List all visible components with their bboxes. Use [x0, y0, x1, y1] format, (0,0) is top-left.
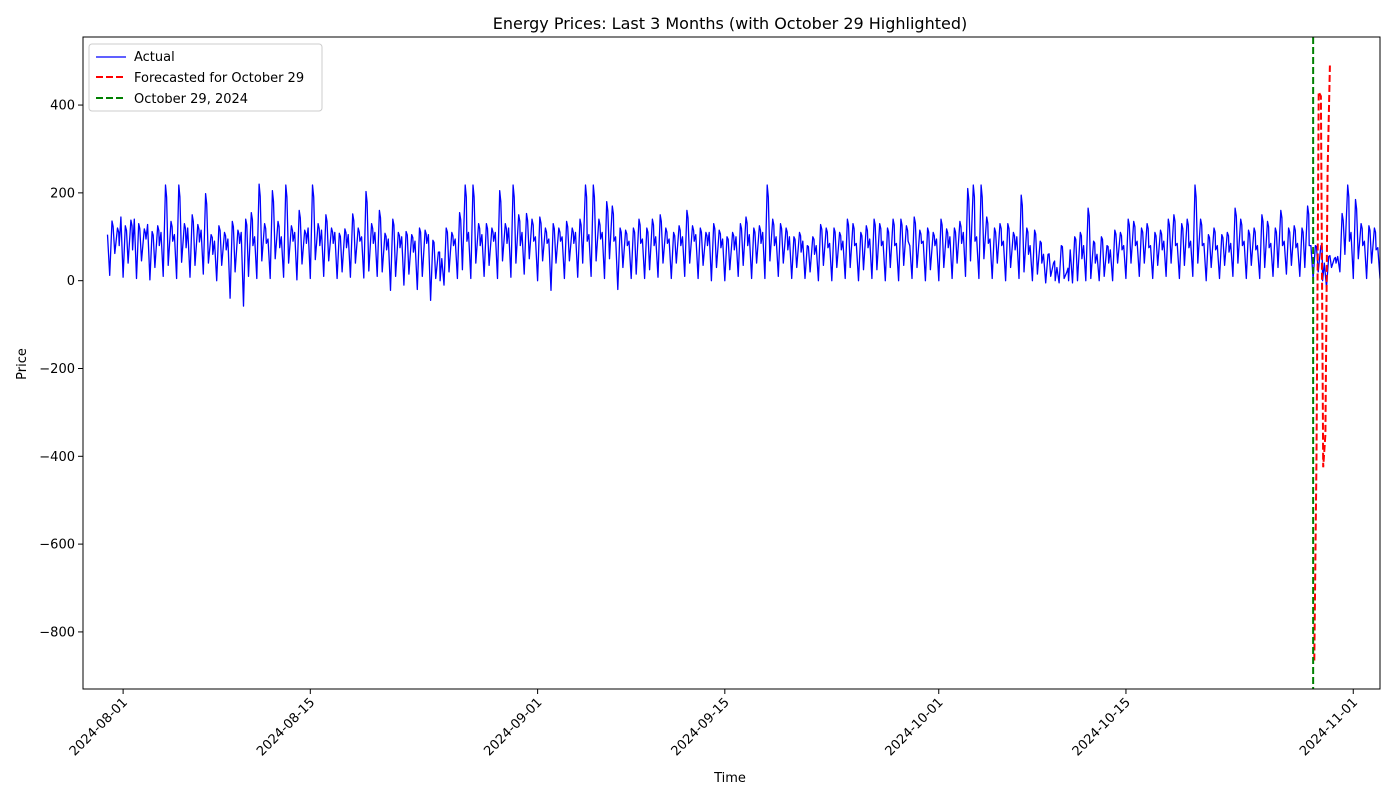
y-tick-label: 400 — [50, 99, 75, 114]
plot-area — [108, 37, 1400, 689]
chart-title: Energy Prices: Last 3 Months (with Octob… — [493, 14, 968, 33]
y-axis-label: Price — [15, 348, 30, 380]
legend: Actual Forecasted for October 29 October… — [89, 44, 322, 111]
x-tick-label: 2024-08-01 — [67, 695, 131, 759]
axes: −800 −600 −400 −200 0 200 400 2024-08-01 2024-08… — [39, 37, 1380, 759]
x-tick-label: 2024-11-01 — [1297, 695, 1361, 759]
legend-label-actual: Actual — [134, 50, 175, 65]
legend-label-highlight: October 29, 2024 — [134, 92, 248, 107]
y-tick-label: −600 — [39, 538, 75, 553]
y-tick-label: 200 — [50, 186, 75, 201]
x-axis-label: Time — [713, 771, 746, 786]
y-tick-label: 0 — [67, 274, 75, 289]
x-tick-label: 2024-08-15 — [254, 695, 318, 759]
x-tick-label: 2024-10-01 — [883, 695, 947, 759]
x-tick-label: 2024-09-01 — [481, 695, 545, 759]
x-tick-label: 2024-09-15 — [669, 695, 733, 759]
x-tick-label: 2024-10-15 — [1070, 695, 1134, 759]
legend-label-forecast: Forecasted for October 29 — [134, 71, 304, 86]
actual-price-line — [108, 184, 1400, 306]
y-tick-label: −200 — [39, 362, 75, 377]
axes-frame — [83, 37, 1380, 689]
y-tick-label: −800 — [39, 625, 75, 640]
forecast-line — [1314, 66, 1330, 661]
y-tick-label: −400 — [39, 450, 75, 465]
